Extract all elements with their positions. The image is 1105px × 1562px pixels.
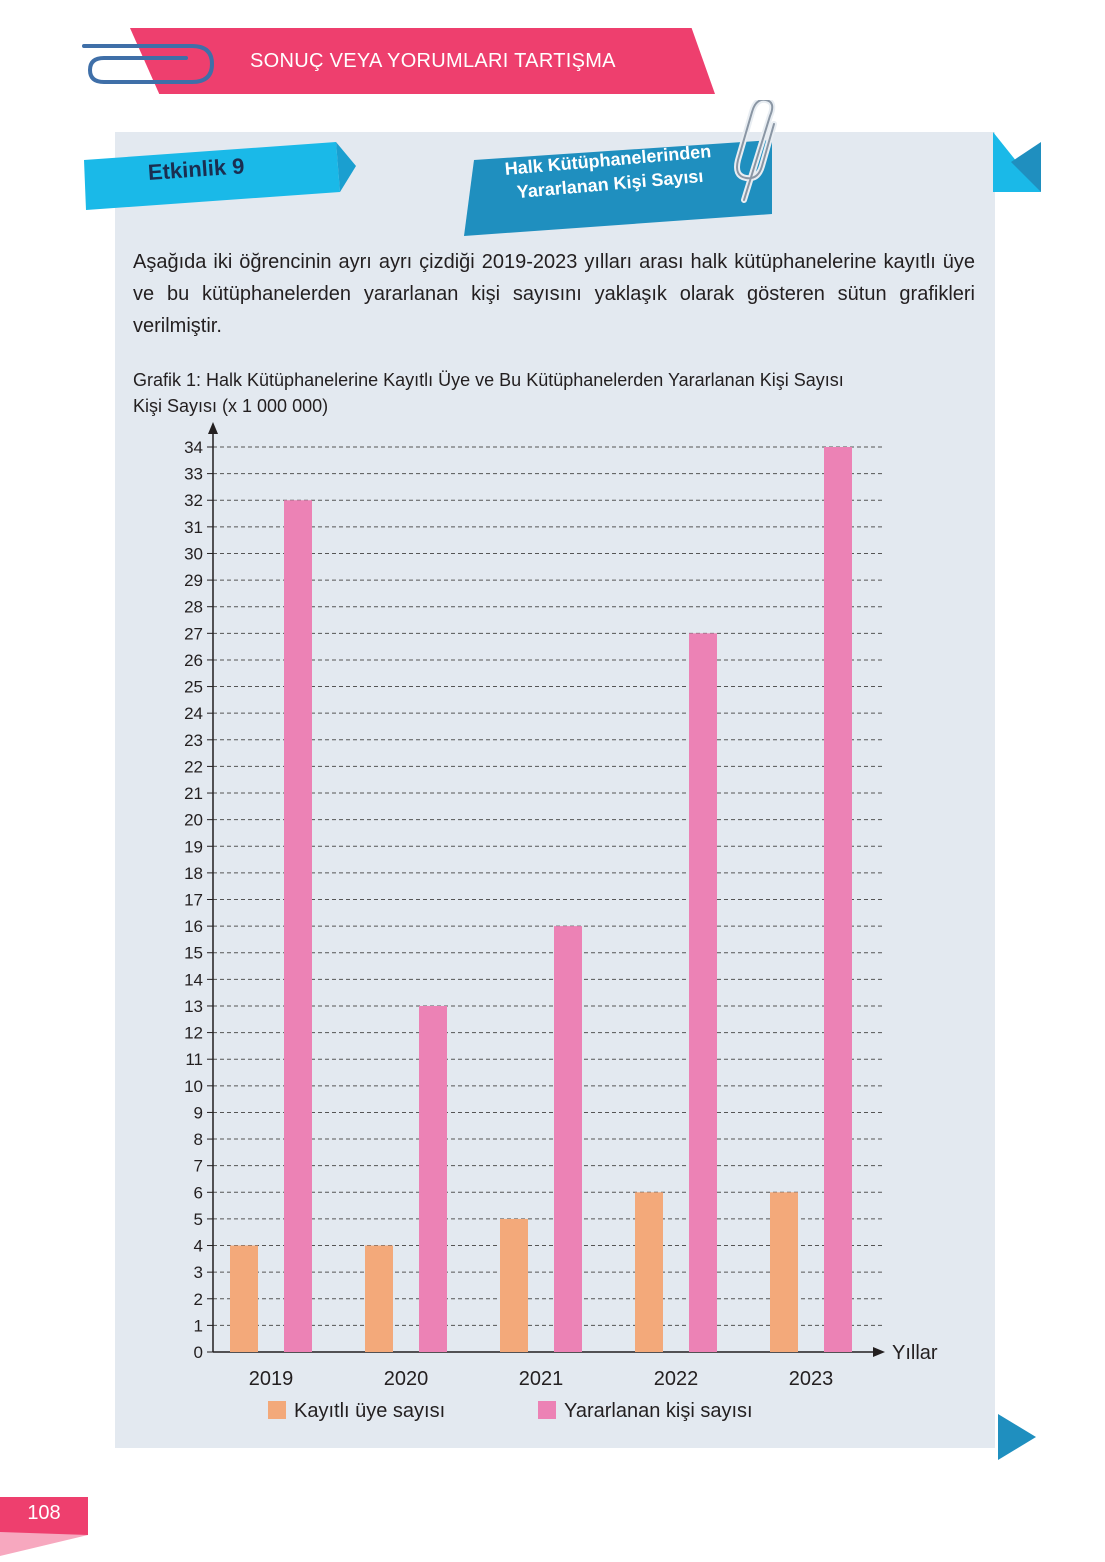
- bar-registered: [365, 1245, 393, 1352]
- y-axis-label: Kişi Sayısı (x 1 000 000): [133, 396, 329, 416]
- legend-swatch-registered: [268, 1401, 286, 1419]
- title-ribbon: [464, 140, 772, 236]
- y-tick-label: 23: [184, 731, 203, 750]
- legend-item-registered: Kayıtlı üye sayısı: [268, 1400, 445, 1423]
- y-tick-label: 24: [184, 704, 203, 723]
- x-tick-label: 2023: [789, 1368, 834, 1390]
- paperclip-icon: [82, 44, 215, 84]
- y-tick-label: 4: [194, 1237, 203, 1256]
- bar-registered: [500, 1218, 528, 1352]
- legend-swatch-users: [538, 1401, 556, 1419]
- y-tick-label: 22: [184, 757, 203, 776]
- y-tick-label: 8: [194, 1130, 203, 1149]
- x-tick-label: 2021: [519, 1368, 564, 1390]
- y-tick-label: 3: [194, 1263, 203, 1282]
- page-number-ribbon: [0, 1532, 88, 1556]
- y-tick-label: 7: [194, 1157, 203, 1176]
- x-axis-label: Yıllar: [892, 1342, 938, 1364]
- y-tick-label: 14: [184, 970, 203, 989]
- y-tick-label: 12: [184, 1024, 203, 1043]
- bar-registered: [635, 1192, 663, 1352]
- y-tick-label: 6: [194, 1183, 203, 1202]
- y-tick-label: 31: [184, 518, 203, 537]
- legend-label-users: Yararlanan kişi sayısı: [564, 1400, 753, 1422]
- y-tick-label: 32: [184, 491, 203, 510]
- header-title: SONUÇ VEYA YORUMLARI TARTIŞMA: [250, 50, 616, 72]
- y-tick-label: 1: [194, 1316, 203, 1335]
- y-tick-label: 9: [194, 1103, 203, 1122]
- y-tick-label: 5: [194, 1210, 203, 1229]
- corner-ribbon: [993, 132, 1041, 192]
- bar-registered: [770, 1192, 798, 1352]
- x-tick-label: 2022: [654, 1368, 699, 1390]
- bar-users: [689, 633, 717, 1352]
- y-tick-label: 30: [184, 544, 203, 563]
- y-tick-label: 26: [184, 651, 203, 670]
- y-tick-label: 10: [184, 1077, 203, 1096]
- y-tick-label: 21: [184, 784, 203, 803]
- y-tick-label: 33: [184, 465, 203, 484]
- y-tick-label: 11: [185, 1050, 203, 1069]
- y-tick-label: 15: [184, 944, 203, 963]
- bar-users: [284, 500, 312, 1352]
- x-tick-label: 2019: [249, 1368, 294, 1390]
- bar-users: [554, 926, 582, 1352]
- y-tick-label: 16: [184, 917, 203, 936]
- y-tick-label: 25: [184, 678, 203, 697]
- x-tick-label: 2020: [384, 1368, 429, 1390]
- y-axis-arrow: [208, 422, 218, 434]
- page-number-box: [0, 1497, 88, 1535]
- legend-label-registered: Kayıtlı üye sayısı: [294, 1400, 446, 1422]
- intro-text: Aşağıda iki öğrencinin ayrı ayrı çizdiği…: [133, 251, 975, 337]
- bar-chart: 0123456789101112131415161718192021222324…: [184, 422, 938, 1390]
- y-tick-label: 29: [184, 571, 203, 590]
- y-tick-label: 19: [184, 837, 203, 856]
- page-number: 108: [27, 1502, 61, 1524]
- legend-item-users: Yararlanan kişi sayısı: [538, 1400, 753, 1423]
- y-tick-label: 34: [184, 438, 203, 457]
- y-tick-label: 2: [194, 1290, 203, 1309]
- chart-title: Grafik 1: Halk Kütüphanelerine Kayıtlı Ü…: [133, 370, 844, 390]
- bar-users: [419, 1005, 447, 1352]
- activity-ribbon: [84, 142, 356, 210]
- bar-registered: [230, 1245, 258, 1352]
- y-tick-label: 18: [184, 864, 203, 883]
- y-tick-label: 13: [184, 997, 203, 1016]
- bar-users: [824, 447, 852, 1352]
- y-tick-label: 27: [184, 624, 203, 643]
- next-arrow-icon[interactable]: [996, 1414, 1038, 1460]
- x-axis-arrow: [873, 1347, 885, 1357]
- y-tick-label: 17: [184, 891, 203, 910]
- y-tick-label: 20: [184, 811, 203, 830]
- y-tick-label: 0: [194, 1343, 203, 1362]
- paperclip-icon: [734, 100, 777, 203]
- header-banner: [130, 28, 715, 94]
- y-tick-label: 28: [184, 598, 203, 617]
